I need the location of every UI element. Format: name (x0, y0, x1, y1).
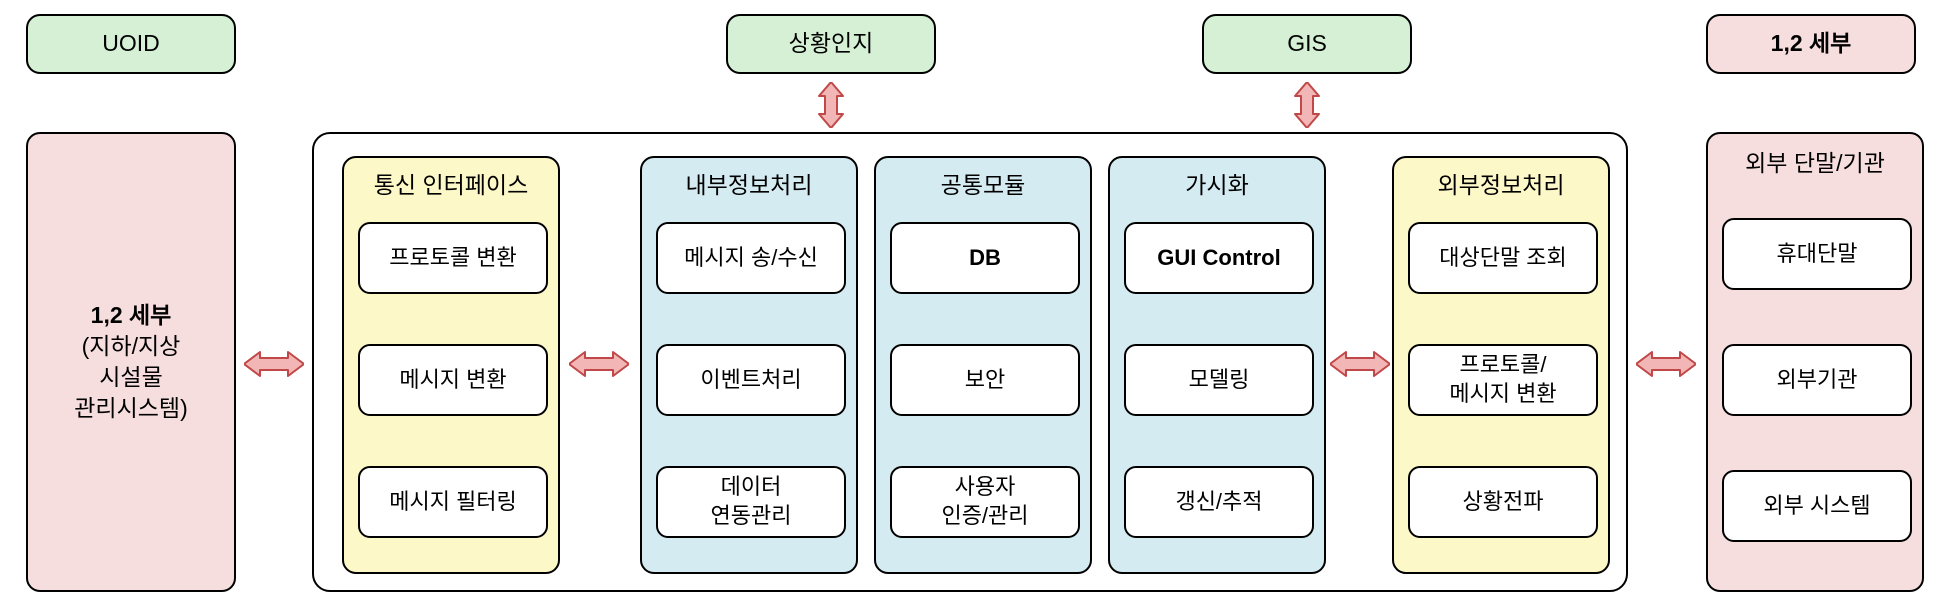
arrow-comm-to-internal (569, 348, 629, 380)
item-update-track-label: 갱신/추적 (1175, 488, 1262, 517)
node-uoid-label: UOID (102, 28, 160, 59)
module-internal-proc: 내부정보처리 메시지 송/수신 이벤트처리 데이터 연동관리 (640, 156, 858, 574)
item-update-track: 갱신/추적 (1124, 466, 1314, 538)
module-comm-interface-title: 통신 인터페이스 (344, 166, 558, 200)
module-external-proc-title: 외부정보처리 (1394, 166, 1608, 200)
node-detail-12-top-label: 1,2 세부 (1771, 28, 1852, 59)
item-event-proc: 이벤트처리 (656, 344, 846, 416)
item-mobile-terminal-label: 휴대단말 (1777, 240, 1858, 269)
node-gis-label: GIS (1287, 28, 1327, 59)
item-protocol-convert-label: 프로토콜 변환 (389, 244, 517, 273)
module-common: 공통모듈 DB 보안 사용자 인증/관리 (874, 156, 1092, 574)
item-external-system-label: 외부 시스템 (1763, 492, 1870, 521)
item-security: 보안 (890, 344, 1080, 416)
module-visual: 가시화 GUI Control 모델링 갱신/추적 (1108, 156, 1326, 574)
item-msg-sendrecv-label: 메시지 송/수신 (684, 244, 818, 273)
item-gui-control-label: GUI Control (1157, 244, 1280, 273)
node-context-awareness-label: 상황인지 (789, 28, 874, 59)
node-detail-12-left-sub: (지하/지상 시설물 관리시스템) (74, 331, 187, 424)
item-message-convert-label: 메시지 변환 (399, 366, 506, 395)
node-detail-12-left: 1,2 세부 (지하/지상 시설물 관리시스템) (26, 132, 236, 592)
item-target-query-label: 대상단말 조회 (1439, 244, 1567, 273)
node-context-awareness: 상황인지 (726, 14, 936, 74)
item-msg-sendrecv: 메시지 송/수신 (656, 222, 846, 294)
item-gui-control: GUI Control (1124, 222, 1314, 294)
item-external-org: 외부기관 (1722, 344, 1912, 416)
item-modeling-label: 모델링 (1189, 366, 1250, 395)
arrow-left-to-main (244, 348, 304, 380)
module-visual-title: 가시화 (1110, 166, 1324, 200)
item-proto-msg-convert: 프로토콜/ 메시지 변환 (1408, 344, 1598, 416)
node-gis: GIS (1202, 14, 1412, 74)
item-event-proc-label: 이벤트처리 (700, 366, 801, 395)
item-user-auth-label: 사용자 인증/관리 (941, 473, 1028, 530)
node-detail-12-top: 1,2 세부 (1706, 14, 1916, 74)
item-data-link: 데이터 연동관리 (656, 466, 846, 538)
item-modeling: 모델링 (1124, 344, 1314, 416)
item-message-filter: 메시지 필터링 (358, 466, 548, 538)
item-external-org-label: 외부기관 (1777, 366, 1858, 395)
item-external-system: 외부 시스템 (1722, 470, 1912, 542)
node-detail-12-left-title: 1,2 세부 (91, 300, 172, 331)
module-comm-interface: 통신 인터페이스 프로토콜 변환 메시지 변환 메시지 필터링 (342, 156, 560, 574)
item-mobile-terminal: 휴대단말 (1722, 218, 1912, 290)
arrow-context-to-internal (815, 82, 847, 128)
item-message-convert: 메시지 변환 (358, 344, 548, 416)
module-external-proc: 외부정보처리 대상단말 조회 프로토콜/ 메시지 변환 상황전파 (1392, 156, 1610, 574)
item-db: DB (890, 222, 1080, 294)
item-data-link-label: 데이터 연동관리 (711, 473, 792, 530)
module-internal-proc-title: 내부정보처리 (642, 166, 856, 200)
module-external-terminal: 외부 단말/기관 휴대단말 외부기관 외부 시스템 (1706, 132, 1924, 592)
arrow-gis-to-visual (1291, 82, 1323, 128)
arrow-main-to-right (1636, 348, 1696, 380)
arrow-visual-to-external (1330, 348, 1390, 380)
item-protocol-convert: 프로토콜 변환 (358, 222, 548, 294)
node-uoid: UOID (26, 14, 236, 74)
item-target-query: 대상단말 조회 (1408, 222, 1598, 294)
item-message-filter-label: 메시지 필터링 (389, 488, 517, 517)
module-external-terminal-title: 외부 단말/기관 (1708, 148, 1922, 179)
item-situation-propagate-label: 상황전파 (1463, 488, 1544, 517)
item-security-label: 보안 (965, 366, 1005, 395)
item-db-label: DB (969, 244, 1001, 273)
item-situation-propagate: 상황전파 (1408, 466, 1598, 538)
item-user-auth: 사용자 인증/관리 (890, 466, 1080, 538)
item-proto-msg-convert-label: 프로토콜/ 메시지 변환 (1449, 351, 1556, 408)
module-common-title: 공통모듈 (876, 166, 1090, 200)
